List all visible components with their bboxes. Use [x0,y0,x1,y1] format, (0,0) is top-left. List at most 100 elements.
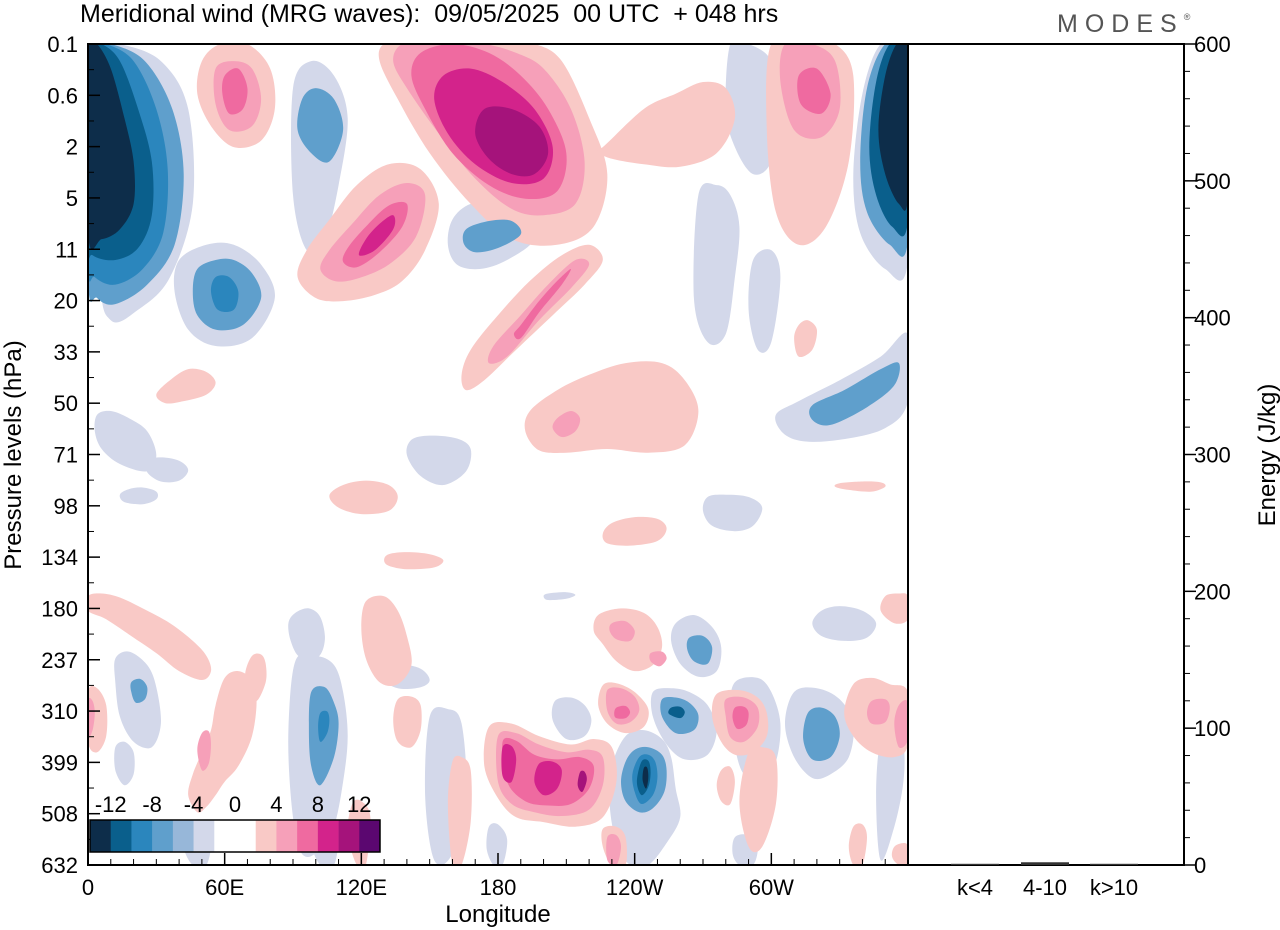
y-tick-label: 180 [41,596,78,621]
colorbar-label: -12 [95,792,127,817]
contour-region-76 [797,67,831,114]
brand-logo: MODES® [1057,10,1190,39]
x-tick-label: 0 [82,875,94,900]
y-tick-label: 0.6 [47,83,78,108]
contour-region-50 [876,735,905,861]
energy-plot-frame [907,43,1185,866]
colorbar-label: -8 [142,792,162,817]
y-tick-label: 134 [41,545,78,570]
contour-region-54 [486,823,508,865]
contour-region-100 [577,770,587,793]
contour-region-26 [543,592,576,601]
colorbar-swatch [255,820,277,852]
colorbar-swatch [110,820,132,852]
colorbar-label: 8 [312,792,324,817]
colorbar-swatch [131,820,153,852]
contour-region-88 [880,593,908,624]
contour-region-77 [794,320,818,358]
contour-region-27 [288,608,325,660]
energy-tick-label: 600 [1194,32,1231,57]
contour-region-15 [462,219,522,253]
y-tick-label: 2 [66,135,78,160]
contour-region-63 [222,68,248,115]
contour-region-32 [130,678,148,704]
y-tick-label: 71 [54,443,78,468]
contour-region-79 [329,480,398,515]
contour-region-82 [834,481,886,492]
colorbar-swatch [90,820,112,852]
y-tick-label: 20 [54,289,78,314]
energy-axis-title: Energy (J/kg) [1254,384,1280,527]
y-tick-label: 0.1 [47,32,78,57]
contour-region-91 [197,730,211,771]
x-tick-label: 120E [336,875,387,900]
chart-title: Meridional wind (MRG waves): 09/05/2025 … [80,0,779,28]
contour-region-81 [384,552,444,570]
energy-tick-label: 100 [1194,716,1231,741]
contour-region-113 [447,755,472,865]
colorbar-swatch [193,820,215,852]
contour-region-60 [475,106,549,177]
colorbar-swatch [338,820,360,852]
y-tick-label: 5 [66,186,78,211]
colorbar-label: 0 [229,792,241,817]
x-tick-label: 60E [205,875,244,900]
energy-bar [1021,862,1069,865]
contour-region-73 [593,81,736,168]
contour-region-109 [739,746,778,853]
contour-region-86 [609,620,635,642]
contour-region-78 [156,368,216,404]
contour-region-94 [393,695,422,748]
contour-region-67 [358,215,396,256]
energy-tick-label: 500 [1194,169,1231,194]
y-axis: 0.1 0.6 2 5 11 20 33 50 71 98 134 180 237 310 399 508 63… [41,32,100,878]
colorbar-swatch [297,820,319,852]
contour-region-24 [702,494,763,532]
energy-bars [951,862,1138,865]
contour-region-49 [812,606,877,641]
contour-region-18 [748,249,781,353]
colorbar-swatch [152,820,174,852]
contour-region-90 [188,671,257,813]
energy-tick-label: 300 [1194,443,1231,468]
x-axis-title: Longitude [445,901,550,928]
energy-categories: k<4 4-10 k>10 [957,875,1138,900]
colorbar-swatch [317,820,339,852]
colorbar-swatch [276,820,298,852]
contour-region-21 [94,410,157,472]
contour-region-99 [534,760,562,796]
contour-region-20 [809,362,900,426]
contour-region-83 [88,593,212,680]
y-tick-label: 50 [54,391,78,416]
brand-mark: ® [1183,12,1191,22]
contour-region-22 [145,457,189,483]
energy-category-label: 4-10 [1023,875,1067,900]
contour-region-115 [716,766,735,806]
contour-region-108 [732,706,749,730]
energy-bar [1090,863,1138,865]
contour-region-72 [552,411,581,438]
colorbar-frame [89,819,381,853]
y-tick-label: 98 [54,494,78,519]
contour-region-12 [297,88,344,163]
x-axis: 0 60E 120E 180 120W 60W [82,853,886,900]
colorbar-label: 12 [347,792,371,817]
contour-region-102 [606,834,621,865]
colorbar-swatch [235,820,257,852]
y-tick-label: 310 [41,699,78,724]
y-tick-label: 399 [41,750,78,775]
contour-region-38 [668,706,685,719]
contour-field [88,44,908,865]
contour-region-43 [642,766,649,789]
x-tick-label: 60W [749,875,794,900]
colorbar-label: -4 [184,792,204,817]
contour-region-117 [891,843,908,865]
contour-region-5 [878,44,908,211]
contour-region-25 [119,487,159,505]
x-tick-label: 180 [480,875,517,900]
contour-region-17 [693,182,740,346]
y-axis-title: Pressure levels (hPa) [0,340,27,569]
energy-tick-label: 0 [1194,853,1206,878]
contour-region-45 [803,707,840,761]
energy-category-label: k<4 [957,875,993,900]
